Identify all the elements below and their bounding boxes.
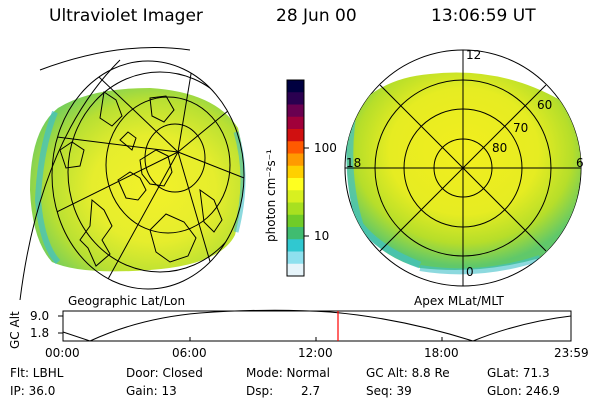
timeline-ytick-9: 9.0: [30, 309, 50, 323]
colorbar-band: [287, 153, 304, 167]
timeline-xtick-1200: 12:00: [298, 346, 333, 360]
colorbar-tick-10: 10: [314, 229, 330, 243]
colorbar-band: [287, 251, 304, 265]
magnetic-panel: [344, 49, 582, 287]
timeline-xtick-0600: 06:00: [172, 346, 207, 360]
mlt-label-12: 12: [466, 48, 482, 62]
info-dsp-value: 2.7: [301, 384, 321, 398]
info-gc-alt: GC Alt: 8.8 Re: [366, 366, 450, 380]
mlt-label-0: 0: [466, 265, 474, 279]
colorbar-band: [287, 202, 304, 216]
observation-date: 28 Jun 00: [276, 6, 357, 26]
info-door: Door: Closed: [126, 366, 203, 380]
observation-time: 13:06:59 UT: [431, 6, 536, 26]
colorbar-band: [287, 116, 304, 130]
colorbar-band: [287, 263, 304, 277]
altitude-timeline: [58, 309, 572, 342]
colorbar-band: [287, 239, 304, 252]
timeline-xtick-1800: 18:00: [424, 346, 459, 360]
colorbar-band: [287, 129, 304, 142]
info-gain: Gain: 13: [126, 384, 177, 398]
mlt-label-18: 18: [346, 156, 362, 170]
colorbar-band: [287, 80, 304, 93]
geographic-panel: [19, 47, 246, 301]
colorbar-band: [287, 227, 304, 240]
geo-auroral-image: [30, 88, 244, 272]
colorbar-band: [287, 104, 304, 118]
timeline-ylabel: GC Alt: [8, 311, 22, 349]
timeline-xtick-2359: 23:59: [554, 346, 589, 360]
timeline-ytick-1-8: 1.8: [30, 326, 50, 340]
colorbar: [287, 80, 304, 277]
globe-outline: [51, 60, 245, 290]
colorbar-band: [287, 141, 304, 154]
info-dsp-label: Dsp:: [246, 384, 274, 398]
colorbar-unit-label: photon cm⁻²s⁻¹: [264, 149, 278, 242]
info-filter: Flt: LBHL: [10, 366, 64, 380]
altitude-curve: [62, 309, 572, 342]
timeline-xtick-0000: 00:00: [45, 346, 80, 360]
info-glon: GLon: 246.9: [487, 384, 560, 398]
info-glat: GLat: 71.3: [487, 366, 550, 380]
instrument-title: Ultraviolet Imager: [49, 6, 203, 26]
colorbar-band: [287, 165, 304, 179]
mlat-label-70: 70: [513, 121, 529, 135]
mlat-label-80: 80: [492, 141, 508, 155]
mag-panel-caption: Apex MLat/MLT: [414, 294, 504, 308]
colorbar-band: [287, 92, 304, 105]
mag-auroral-image: [346, 72, 581, 271]
info-seq: Seq: 39: [366, 384, 412, 398]
colorbar-tick-100: 100: [314, 141, 337, 155]
info-ip: IP: 36.0: [10, 384, 56, 398]
mlt-label-6: 6: [576, 156, 584, 170]
info-mode: Mode: Normal: [246, 366, 330, 380]
colorbar-band: [287, 214, 304, 228]
colorbar-band: [287, 178, 304, 191]
mlat-label-60: 60: [537, 98, 553, 112]
geo-panel-caption: Geographic Lat/Lon: [68, 294, 186, 308]
colorbar-band: [287, 190, 304, 203]
